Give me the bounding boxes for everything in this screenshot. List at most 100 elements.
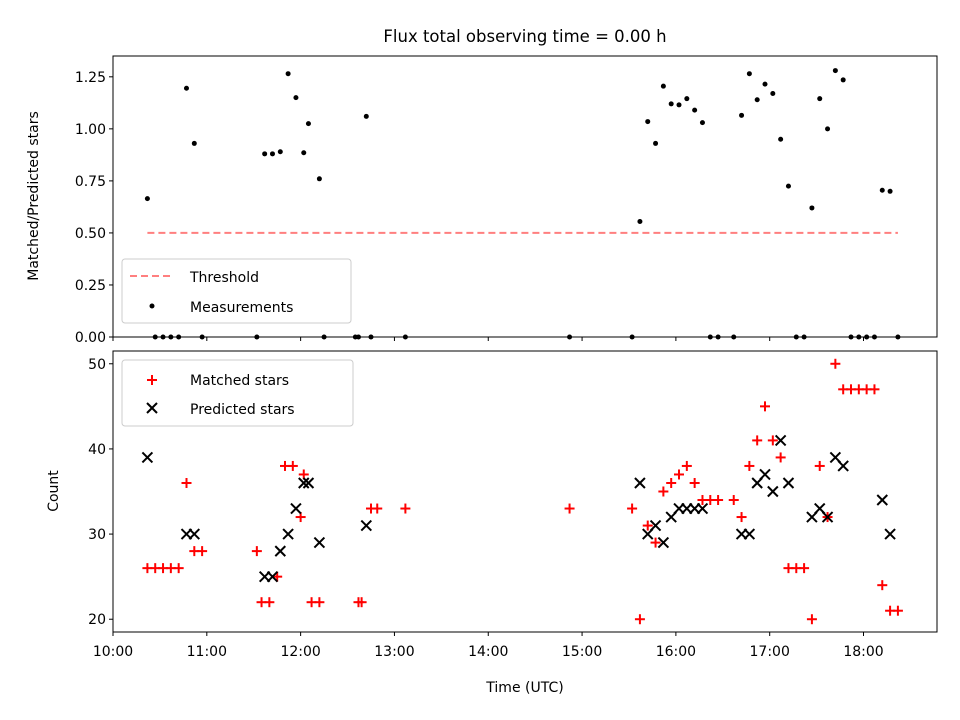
predicted-star-point [782,477,795,489]
count-y-tick-label: 40 [88,442,106,458]
matched-legend-marker [147,375,157,385]
matched-star-point [806,614,817,625]
matched-star-point [372,503,383,514]
predicted-star-point [188,528,201,540]
measurement-point [785,183,791,189]
measurement-point [754,97,760,103]
predicted-star-point [884,528,896,540]
x-tick-label: 13:00 [374,644,414,660]
measurement-point [301,150,307,156]
measurement-point [277,149,283,155]
count-y-tick-label: 30 [88,527,106,543]
matched-star-point [197,546,208,557]
predicted-star-point [743,528,756,540]
predicted-star-point [767,485,779,498]
count-y-axis-label: Count [46,470,62,512]
measurement-point [269,151,275,157]
predicted-star-point [360,519,373,532]
matched-star-point [658,486,669,497]
ratio-x-ticks [112,337,865,341]
measurements-legend-label: Measurements [190,300,293,316]
measurements-legend-marker [149,303,155,309]
measurement-point [692,107,698,113]
predicted-star-point [313,536,326,549]
matched-star-point [752,435,763,446]
matched-star-point [736,512,747,523]
matched-star-point [681,460,692,471]
ratio-panel: Flux total observing time = 0.00 h 0.00 0… [26,27,938,346]
ratio-y-tick-label: 1.25 [75,70,106,86]
matched-star-point [642,520,653,531]
matched-star-point [650,537,661,548]
predicted-star-point [759,468,771,481]
count-legend-box [121,359,354,427]
threshold-legend-label: Threshold [189,270,259,286]
matched-star-point [400,503,411,514]
matched-star-point [869,384,880,395]
predicted-star-point [290,502,302,515]
count-x-ticks: 10:00 11:00 12:00 13:00 14:00 15:00 16:00 17:00… [93,632,884,660]
ratio-y-tick-label: 0.25 [75,278,106,294]
measurement-point [191,140,197,146]
predicted-star-point [282,528,294,540]
measurement-point [879,187,885,193]
measurement-point [676,102,682,108]
ratio-legend-box [121,258,352,324]
matched-star-point [314,597,325,608]
predicted-star-point [298,477,310,489]
matched-star-point [666,477,677,488]
measurement-point [653,140,659,146]
measurement-point [316,176,322,182]
predicted-star-point [657,536,670,549]
matched-star-point [830,358,841,369]
matched-star-point [814,460,825,471]
ratio-y-tick-label: 0.50 [75,226,106,242]
matched-star-point [744,460,755,471]
x-tick-label: 18:00 [843,644,883,660]
x-tick-label: 11:00 [187,644,227,660]
measurement-point [825,126,831,132]
matched-star-point [892,605,903,616]
x-tick-label: 15:00 [562,644,602,660]
predicted-star-point [774,434,787,447]
measurement-point [293,95,299,101]
predicted-legend-marker [146,402,158,414]
count-y-tick-label: 50 [88,357,106,373]
ratio-y-axis-label: Matched/Predicted stars [26,111,42,281]
matched-star-point [713,495,724,506]
predicted-star-point [821,511,834,523]
measurement-point [778,136,784,142]
count-plot-area [141,358,903,625]
measurement-point [660,83,666,89]
count-plot-frame [112,350,938,633]
measurement-point [817,96,823,102]
measurement-point [684,96,690,102]
ratio-y-tick-label: 0.00 [75,330,106,346]
matched-star-point [173,563,184,574]
predicted-star-point [696,502,709,515]
count-y-tick-label: 20 [88,612,106,628]
measurement-point [832,68,838,74]
chart-title: Flux total observing time = 0.00 h [383,27,666,46]
matched-star-point [251,546,262,557]
matched-star-point [264,597,275,608]
matched-star-point [775,452,786,463]
measurement-point [262,151,268,157]
measurement-point [363,113,369,119]
matched-star-point [634,614,645,625]
matched-legend-label: Matched stars [190,373,289,389]
measurement-point [305,121,311,127]
measurement-point [637,218,643,224]
predicted-star-point [649,519,662,532]
matched-star-point [287,460,298,471]
measurement-point [746,71,752,77]
x-tick-label: 10:00 [93,644,133,660]
predicted-star-point [266,570,279,583]
x-tick-label: 12:00 [280,644,320,660]
matched-star-point [356,597,367,608]
x-tick-label: 17:00 [750,644,790,660]
measurement-point [183,85,189,91]
predicted-star-point [876,494,888,506]
